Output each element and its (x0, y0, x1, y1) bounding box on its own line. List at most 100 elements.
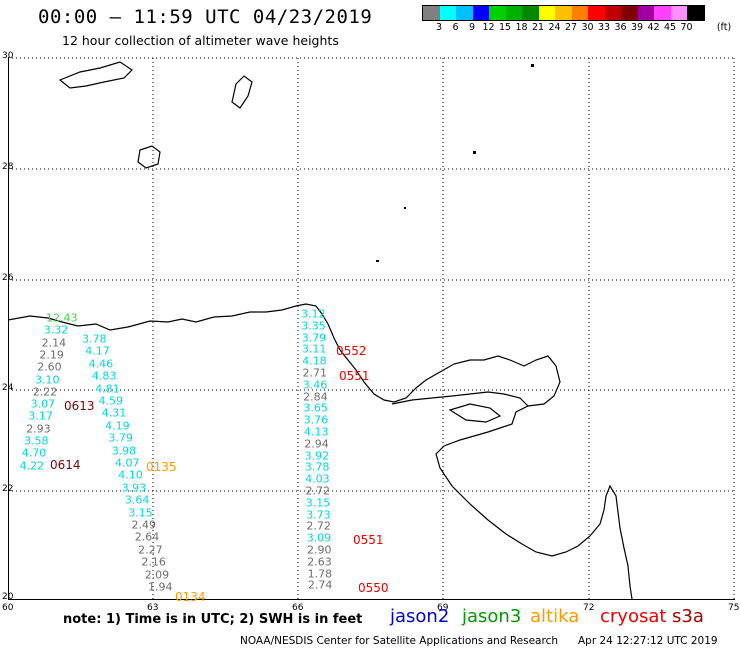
wave-height-reading: 3.58 (24, 434, 49, 448)
latitude-label: 24 (2, 383, 14, 393)
wave-height-reading: 3.92 (304, 449, 330, 463)
color-scale-label: 39 (630, 22, 644, 33)
wave-height-reading: 3.15 (128, 506, 153, 520)
wave-height-reading: 3.15 (305, 496, 331, 510)
wave-height-reading: 4.03 (305, 472, 330, 486)
units-note: note: 1) Time is in UTC; 2) SWH is in fe… (63, 612, 363, 627)
wave-height-reading: 4.31 (101, 406, 127, 420)
wave-height-reading: 12.43 (46, 311, 78, 325)
pass-time-label: 0614 (50, 458, 81, 472)
wave-height-reading: 4.17 (85, 344, 110, 358)
generation-timestamp: Apr 24 12:27:12 UTC 2019 (578, 635, 718, 647)
wave-height-reading: 1.94 (148, 580, 173, 594)
latitude-label: 22 (2, 484, 14, 494)
wave-height-reading: 4.81 (95, 382, 120, 396)
small-islands (376, 64, 534, 262)
wave-height-reading: 4.18 (302, 354, 327, 368)
color-scale-swatch (439, 6, 456, 20)
pass-time-label: 0551 (353, 533, 384, 547)
wave-height-reading: 4.19 (105, 419, 130, 433)
satellite-legend-jason2: jason2 (390, 606, 450, 627)
color-scale-label: 3 (435, 22, 443, 33)
wave-height-reading: 3.98 (111, 444, 137, 458)
color-scale-label: 9 (468, 22, 476, 33)
color-scale-label: 30 (581, 22, 594, 33)
latitude-label: 26 (2, 273, 14, 283)
pass-time-label: 0550 (358, 581, 389, 595)
wave-height-reading: 2.94 (304, 437, 329, 451)
wave-height-reading: 3.93 (121, 481, 147, 495)
satellite-legend-altika: altika (530, 606, 580, 627)
gulf-of-kutch (391, 391, 529, 407)
color-scale-swatch (571, 6, 588, 20)
color-scale-label: 27 (564, 22, 578, 33)
color-scale-label: 21 (531, 22, 545, 33)
wave-height-reading: 3.07 (30, 397, 56, 411)
wave-height-reading: 3.73 (306, 508, 331, 522)
color-scale-swatch (670, 6, 687, 20)
wave-height-reading: 3.78 (82, 332, 107, 346)
pass-time-label: 0613 (64, 399, 95, 413)
color-scale-swatch (423, 6, 440, 20)
color-scale-swatch (456, 6, 473, 20)
satellite-legend-jason3: jason3 (462, 606, 522, 627)
wave-height-reading: 3.12 (301, 307, 326, 321)
color-scale-swatch (555, 6, 572, 20)
color-scale-label: 45 (663, 22, 677, 33)
wave-height-reading: 2.64 (134, 530, 160, 544)
wave-height-reading: 2.16 (141, 555, 166, 569)
wave-height-reading: 2.93 (26, 422, 51, 436)
wave-height-reading: 3.35 (301, 319, 326, 333)
islet (404, 207, 406, 209)
kathiawar-inlet (448, 403, 502, 423)
wave-height-reading: 3.11 (301, 342, 327, 356)
color-scale-swatch (687, 6, 704, 20)
color-scale-swatch (604, 6, 621, 20)
color-scale-label: 70 (680, 22, 693, 33)
wave-height-reading: 2.49 (131, 518, 157, 532)
wave-height-reading: 3.79 (301, 331, 327, 345)
color-scale-label: 15 (498, 22, 512, 33)
latitude-label: 28 (2, 162, 14, 172)
color-scale-unit: (ft) (716, 22, 732, 33)
islet (376, 260, 379, 262)
color-scale-swatch (637, 6, 654, 20)
color-scale-swatch (588, 6, 605, 20)
longitude-label: 75 (728, 603, 740, 613)
wave-height-reading: 2.09 (144, 568, 170, 582)
coastline (7, 61, 633, 600)
wave-height-reading: 4.10 (118, 468, 143, 482)
wave-height-reading: 2.63 (307, 555, 332, 569)
satellite-legend-cryosat: cryosat (600, 606, 667, 627)
wave-height-reading: 2.84 (303, 390, 328, 404)
wave-height-reading: 4.07 (115, 456, 140, 470)
color-scale-label: 24 (548, 22, 561, 33)
wave-height-reading: 3.64 (124, 493, 150, 507)
wave-height-reading: 2.22 (32, 385, 58, 399)
islet (531, 64, 534, 67)
pass-time-label: 0552 (336, 344, 367, 358)
longitude-label: 63 (147, 603, 159, 613)
chart-subtitle: 12 hour collection of altimeter wave hei… (62, 33, 339, 48)
color-scale-swatch (654, 6, 671, 20)
map-frame (8, 57, 735, 600)
wave-height-reading: 2.60 (37, 360, 62, 374)
color-scale-label: 12 (482, 22, 495, 33)
satellite-legend-s3a: s3a (672, 606, 704, 627)
wave-height-reading: 3.65 (303, 401, 328, 415)
pass-time-label: 0551 (339, 369, 370, 383)
wave-height-reading: 3.76 (303, 413, 329, 427)
longitude-label: 66 (292, 603, 304, 613)
islet (473, 151, 476, 154)
wave-height-reading: 4.46 (88, 357, 114, 371)
credit-line: NOAA/NESDIS Center for Satellite Applica… (240, 635, 558, 647)
color-scale-label: 18 (515, 22, 528, 33)
wave-height-reading: 4.59 (98, 394, 124, 408)
wave-height-reading: 2.90 (307, 543, 332, 557)
color-scale-label: 36 (614, 22, 627, 33)
wave-height-reading: 3.09 (306, 531, 332, 545)
pass-time-label: 0134 (175, 590, 206, 604)
longitude-label: 72 (583, 603, 595, 613)
wave-height-reading: 4.83 (91, 369, 117, 383)
